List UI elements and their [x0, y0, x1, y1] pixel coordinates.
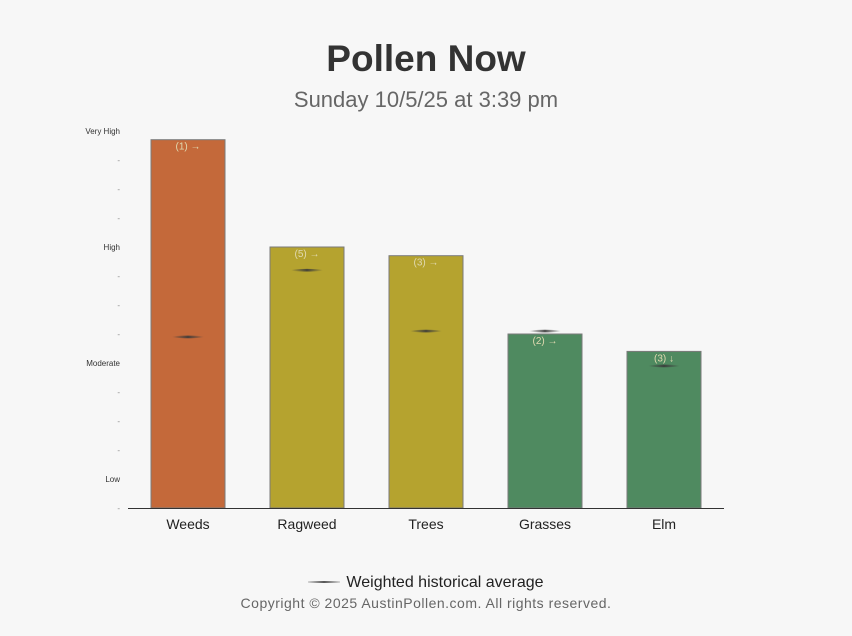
x-tick-label: Trees — [408, 516, 443, 532]
bar-trees[interactable] — [388, 255, 464, 509]
y-minor-tick: - — [117, 301, 120, 310]
x-tick-label: Elm — [652, 516, 676, 532]
y-minor-tick: - — [117, 417, 120, 426]
x-tick-label: Ragweed — [277, 516, 336, 532]
historical-average-marker — [291, 268, 323, 272]
historical-average-marker — [410, 329, 442, 333]
page-subtitle: Sunday 10/5/25 at 3:39 pm — [293, 87, 559, 112]
y-minor-tick: - — [117, 156, 120, 165]
y-level-label: Very High — [85, 127, 120, 136]
y-minor-tick: - — [117, 330, 120, 339]
bars: (1) → (5) → (3) → (2) → (3) ↓ — [150, 139, 702, 509]
y-minor-tick: - — [117, 388, 120, 397]
bar-annotation: (2) → — [533, 336, 558, 347]
historical-average-marker — [648, 364, 680, 368]
y-minor-tick: - — [117, 185, 120, 194]
y-level-label: Low — [105, 475, 120, 484]
y-minor-tick: - — [117, 272, 120, 281]
y-minor-tick: - — [117, 446, 120, 455]
bar-elm[interactable] — [626, 350, 702, 509]
y-minor-tick: - — [117, 214, 120, 223]
x-tick-label: Weeds — [166, 516, 209, 532]
y-level-label: Moderate — [86, 359, 120, 368]
bar-weeds[interactable] — [150, 139, 226, 509]
y-axis: Low Moderate High Very High - - - - - - - - - - — [85, 127, 120, 513]
bar-annotation: (1) → — [176, 142, 201, 153]
legend-label: Weighted historical average — [346, 574, 544, 591]
historical-average-marker — [529, 329, 561, 333]
bar-annotation: (5) → — [295, 249, 320, 260]
x-tick-label: Grasses — [519, 516, 571, 532]
historical-average-legend-line — [308, 580, 341, 583]
bar-annotation: (3) ↓ — [654, 353, 674, 364]
copyright: Copyright © 2025 AustinPollen.com. All r… — [240, 595, 612, 611]
bar-grasses[interactable] — [507, 333, 583, 509]
x-axis: Weeds Ragweed Trees Grasses Elm — [128, 508, 724, 532]
y-minor-tick: - — [117, 504, 120, 513]
page-title: Pollen Now — [326, 38, 526, 79]
y-level-label: High — [104, 243, 120, 252]
pollen-chart: Low Moderate High Very High - - - - - - - - - - (1) →… — [85, 127, 724, 532]
legend: Weighted historical average — [0, 574, 852, 592]
bar-annotation: (3) → — [414, 258, 439, 269]
historical-average-marker — [172, 335, 204, 339]
bar-ragweed[interactable] — [269, 246, 345, 509]
